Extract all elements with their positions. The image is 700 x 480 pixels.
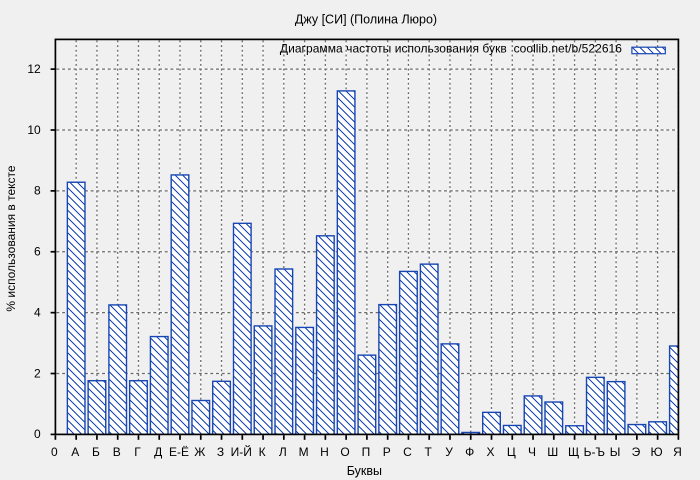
svg-text:Джу [СИ] (Полина Люро): Джу [СИ] (Полина Люро): [295, 12, 437, 26]
svg-text:Д: Д: [154, 445, 162, 459]
svg-text:6: 6: [34, 245, 41, 259]
svg-text:4: 4: [34, 305, 41, 319]
svg-text:Ч: Ч: [528, 445, 536, 459]
svg-text:Диаграмма частоты использовани: Диаграмма частоты использования букв coo…: [280, 41, 622, 55]
svg-text:Буквы: Буквы: [347, 464, 382, 478]
svg-text:Б: Б: [92, 445, 100, 459]
svg-text:12: 12: [27, 62, 41, 76]
svg-text:0: 0: [51, 445, 58, 459]
svg-text:Ь-Ъ: Ь-Ъ: [584, 445, 605, 459]
svg-text:З: З: [217, 445, 224, 459]
svg-text:0: 0: [34, 427, 41, 441]
svg-text:Щ: Щ: [568, 445, 579, 459]
svg-text:Ю: Ю: [651, 445, 663, 459]
svg-text:М: М: [299, 445, 309, 459]
svg-text:10: 10: [27, 123, 41, 137]
svg-text:Р: Р: [383, 445, 391, 459]
svg-text:Ы: Ы: [610, 445, 621, 459]
svg-text:С: С: [403, 445, 412, 459]
svg-text:% использования в тексте: % использования в тексте: [4, 165, 18, 311]
svg-text:Н: Н: [320, 445, 329, 459]
svg-text:Х: Х: [486, 445, 494, 459]
svg-text:Ж: Ж: [194, 445, 205, 459]
svg-text:У: У: [445, 445, 453, 459]
svg-text:Я: Я: [673, 445, 682, 459]
svg-text:Л: Л: [279, 445, 287, 459]
svg-text:П: П: [362, 445, 371, 459]
svg-text:К: К: [259, 445, 266, 459]
svg-text:Ф: Ф: [465, 445, 474, 459]
svg-text:Э: Э: [632, 445, 641, 459]
svg-text:Е-Ё: Е-Ё: [169, 445, 189, 459]
svg-text:В: В: [113, 445, 121, 459]
svg-text:2: 2: [34, 366, 41, 380]
svg-text:Ц: Ц: [507, 445, 516, 459]
svg-text:Ш: Ш: [547, 445, 558, 459]
svg-text:А: А: [71, 445, 79, 459]
svg-text:8: 8: [34, 184, 41, 198]
svg-text:О: О: [340, 445, 349, 459]
svg-text:Т: Т: [425, 445, 433, 459]
svg-text:Г: Г: [134, 445, 141, 459]
svg-text:И-Й: И-Й: [231, 444, 252, 459]
